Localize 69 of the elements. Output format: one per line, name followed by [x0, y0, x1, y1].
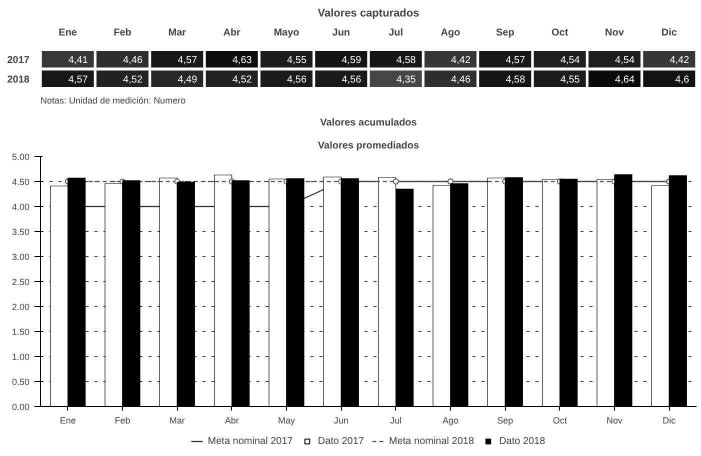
- x-tick-label: Oct: [552, 416, 568, 426]
- x-tick-label: Mayo: [274, 28, 300, 38]
- legend-label: Dato 2017: [318, 436, 364, 446]
- y-tick-label: 4.00: [12, 202, 30, 212]
- x-tick-label: Sep: [497, 416, 514, 426]
- data-label: 4,35: [396, 74, 416, 86]
- data-label: 4,54: [615, 54, 635, 66]
- data-label: 4,64: [615, 74, 635, 86]
- data-label: 4,56: [287, 74, 307, 86]
- x-tick-label: Ene: [60, 416, 76, 426]
- x-tick-label: Sep: [496, 28, 514, 38]
- data-label: 4,54: [560, 54, 580, 66]
- data-label: 4,49: [178, 74, 198, 86]
- x-tick-label: Mar: [169, 416, 185, 426]
- y-tick-label: 5.00: [12, 152, 30, 162]
- data-label: 4,56: [342, 74, 362, 86]
- data-label: 4,6: [675, 74, 690, 86]
- data-label: 4,57: [68, 74, 88, 86]
- data-label: 4,52: [123, 74, 143, 86]
- x-tick-label: Nov: [605, 28, 624, 38]
- y-tick-label: 2018: [7, 74, 30, 86]
- x-tick-label: Feb: [114, 28, 132, 38]
- x-tick-label: Abr: [223, 28, 241, 38]
- x-tick-label: Dic: [662, 416, 676, 426]
- data-label: 4,57: [178, 54, 198, 66]
- y-tick-label: 2.00: [12, 302, 30, 312]
- x-tick-label: Nov: [606, 416, 623, 426]
- y-tick-label: 4.50: [12, 177, 30, 187]
- y-tick-label: 2.50: [12, 277, 30, 287]
- data-label: 4,55: [287, 54, 307, 66]
- x-tick-label: May: [278, 416, 296, 426]
- x-tick-label: Ene: [58, 28, 78, 38]
- y-tick-label: 1.50: [12, 327, 30, 337]
- y-tick-label: 3.00: [12, 252, 30, 262]
- x-tick-label: Ago: [442, 416, 459, 426]
- x-tick-label: Feb: [114, 416, 130, 426]
- data-label: 4,63: [232, 54, 252, 66]
- data-label: 4,46: [123, 54, 143, 66]
- x-tick-label: Jun: [332, 28, 350, 38]
- data-label: 4,58: [396, 54, 416, 66]
- legend-label: Dato 2018: [499, 436, 546, 446]
- y-tick-label: 1.00: [12, 352, 30, 362]
- x-tick-label: Abr: [224, 416, 239, 426]
- data-label: 4,42: [670, 54, 690, 66]
- data-label: 4,41: [68, 54, 88, 66]
- legend-label: Meta nominal 2018: [389, 436, 474, 446]
- data-label: 4,55: [560, 74, 580, 86]
- chart-subtitle: Valores promediados: [318, 140, 420, 152]
- data-label: 4,52: [232, 74, 252, 86]
- x-tick-label: Dic: [661, 28, 678, 38]
- data-label: 4,46: [451, 74, 471, 86]
- data-label: 4,57: [506, 54, 526, 66]
- text: Notas: Unidad de medición: Numero: [40, 96, 186, 106]
- chart-title: Valores capturados: [318, 8, 420, 20]
- x-tick-label: Ago: [440, 28, 460, 38]
- x-tick-label: Jun: [334, 416, 348, 426]
- data-label: 4,58: [506, 74, 526, 86]
- data-label: 4,59: [342, 54, 362, 66]
- data-label: 4,42: [451, 54, 471, 66]
- x-tick-label: Jul: [390, 416, 402, 426]
- y-tick-label: 0.00: [12, 402, 30, 412]
- legend-label: Meta nominal 2017: [208, 436, 293, 446]
- x-tick-label: Jul: [388, 28, 404, 38]
- y-tick-label: 2017: [7, 54, 30, 66]
- chart-title: Valores acumulados: [320, 118, 418, 128]
- x-tick-label: Mar: [168, 28, 186, 38]
- y-tick-label: 3.50: [12, 227, 30, 237]
- y-tick-label: 0.50: [12, 377, 30, 387]
- x-tick-label: Oct: [552, 28, 569, 38]
